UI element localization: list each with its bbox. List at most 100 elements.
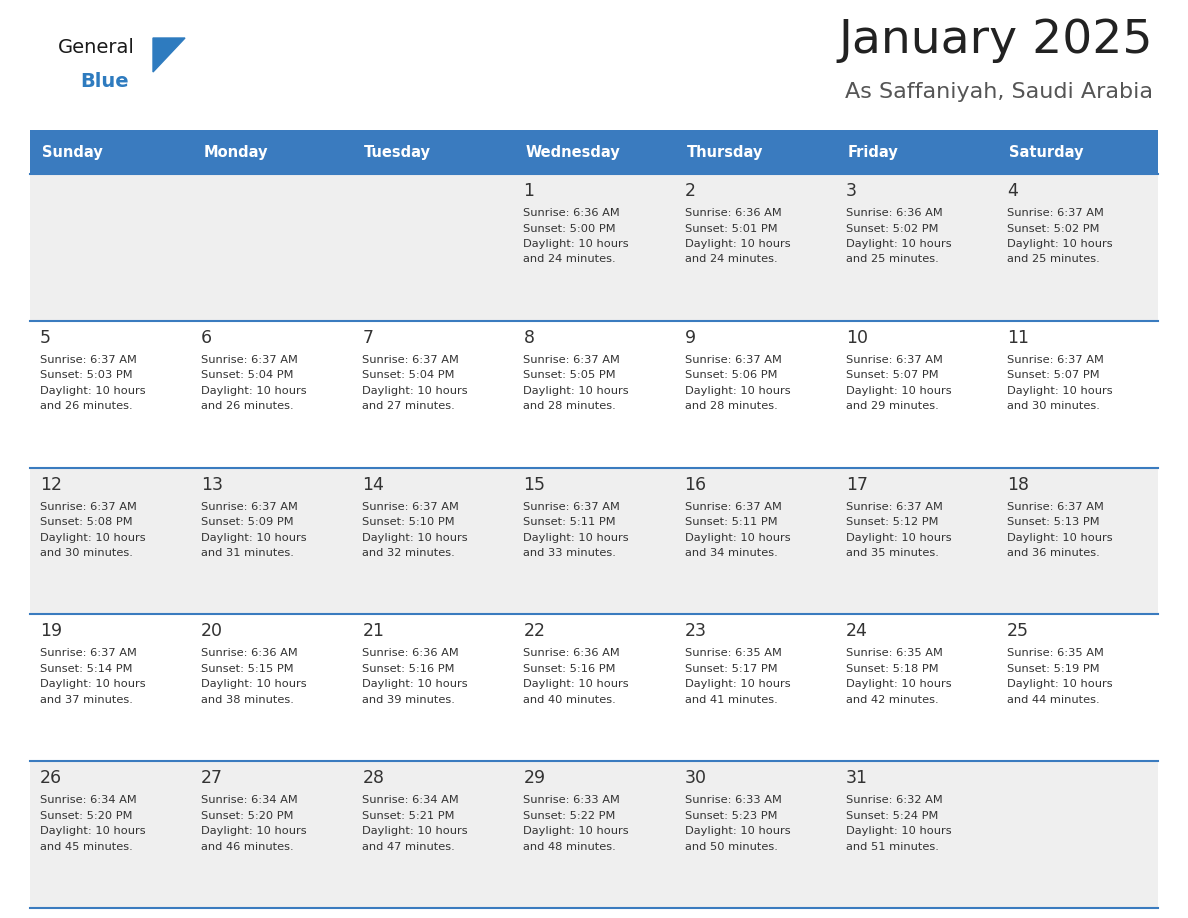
Text: Daylight: 10 hours: Daylight: 10 hours [684, 239, 790, 249]
Bar [191, 320, 353, 467]
Text: Sunrise: 6:37 AM: Sunrise: 6:37 AM [1007, 354, 1104, 364]
Text: Sunrise: 6:32 AM: Sunrise: 6:32 AM [846, 795, 942, 805]
Text: 26: 26 [40, 769, 62, 788]
Bar [675, 130, 835, 174]
Text: Sunset: 5:05 PM: Sunset: 5:05 PM [524, 370, 617, 380]
Text: Sunrise: 6:37 AM: Sunrise: 6:37 AM [362, 354, 459, 364]
Text: 13: 13 [201, 476, 223, 494]
Text: Sunset: 5:20 PM: Sunset: 5:20 PM [201, 811, 293, 821]
Text: 19: 19 [40, 622, 62, 641]
Bar [513, 320, 675, 467]
Text: Sunset: 5:03 PM: Sunset: 5:03 PM [40, 370, 133, 380]
Bar [835, 174, 997, 320]
Text: Sunset: 5:20 PM: Sunset: 5:20 PM [40, 811, 133, 821]
Text: Sunrise: 6:36 AM: Sunrise: 6:36 AM [524, 648, 620, 658]
Text: Sunrise: 6:36 AM: Sunrise: 6:36 AM [201, 648, 298, 658]
Bar [997, 614, 1158, 761]
Text: 14: 14 [362, 476, 384, 494]
Bar [353, 174, 513, 320]
Bar [513, 174, 675, 320]
Text: Daylight: 10 hours: Daylight: 10 hours [684, 826, 790, 836]
Text: Daylight: 10 hours: Daylight: 10 hours [684, 532, 790, 543]
Text: Tuesday: Tuesday [365, 144, 431, 160]
Text: and 24 minutes.: and 24 minutes. [684, 254, 777, 264]
Text: Sunrise: 6:35 AM: Sunrise: 6:35 AM [684, 648, 782, 658]
Bar [30, 320, 191, 467]
Text: 5: 5 [40, 329, 51, 347]
Polygon shape [153, 38, 185, 72]
Text: and 50 minutes.: and 50 minutes. [684, 842, 777, 852]
Text: Sunday: Sunday [42, 144, 102, 160]
Text: and 40 minutes.: and 40 minutes. [524, 695, 617, 705]
Text: Sunset: 5:15 PM: Sunset: 5:15 PM [201, 664, 293, 674]
Text: Sunrise: 6:34 AM: Sunrise: 6:34 AM [201, 795, 298, 805]
Bar [353, 320, 513, 467]
Text: Daylight: 10 hours: Daylight: 10 hours [362, 679, 468, 689]
Text: Sunrise: 6:37 AM: Sunrise: 6:37 AM [684, 354, 782, 364]
Text: Saturday: Saturday [1009, 144, 1083, 160]
Text: Blue: Blue [80, 72, 128, 91]
Bar [997, 320, 1158, 467]
Text: 4: 4 [1007, 182, 1018, 200]
Text: and 47 minutes.: and 47 minutes. [362, 842, 455, 852]
Bar [835, 130, 997, 174]
Text: Sunset: 5:21 PM: Sunset: 5:21 PM [362, 811, 455, 821]
Bar [513, 761, 675, 908]
Text: and 27 minutes.: and 27 minutes. [362, 401, 455, 411]
Bar [835, 761, 997, 908]
Text: Daylight: 10 hours: Daylight: 10 hours [201, 826, 307, 836]
Text: Sunset: 5:10 PM: Sunset: 5:10 PM [362, 517, 455, 527]
Text: Sunset: 5:22 PM: Sunset: 5:22 PM [524, 811, 615, 821]
Bar [835, 614, 997, 761]
Text: and 35 minutes.: and 35 minutes. [846, 548, 939, 558]
Text: and 26 minutes.: and 26 minutes. [201, 401, 293, 411]
Text: 21: 21 [362, 622, 384, 641]
Text: and 34 minutes.: and 34 minutes. [684, 548, 777, 558]
Bar [30, 761, 191, 908]
Bar [675, 320, 835, 467]
Bar [513, 614, 675, 761]
Bar [513, 130, 675, 174]
Text: Daylight: 10 hours: Daylight: 10 hours [846, 532, 952, 543]
Text: 17: 17 [846, 476, 867, 494]
Text: Daylight: 10 hours: Daylight: 10 hours [40, 532, 146, 543]
Text: Sunset: 5:17 PM: Sunset: 5:17 PM [684, 664, 777, 674]
Text: Daylight: 10 hours: Daylight: 10 hours [524, 679, 630, 689]
Text: Sunrise: 6:35 AM: Sunrise: 6:35 AM [846, 648, 942, 658]
Text: Sunrise: 6:37 AM: Sunrise: 6:37 AM [846, 354, 942, 364]
Bar [997, 130, 1158, 174]
Text: 29: 29 [524, 769, 545, 788]
Text: 1: 1 [524, 182, 535, 200]
Text: 30: 30 [684, 769, 707, 788]
Bar [835, 320, 997, 467]
Text: Sunset: 5:02 PM: Sunset: 5:02 PM [1007, 223, 1099, 233]
Text: and 38 minutes.: and 38 minutes. [201, 695, 293, 705]
Text: Daylight: 10 hours: Daylight: 10 hours [201, 679, 307, 689]
Bar [835, 467, 997, 614]
Bar [997, 467, 1158, 614]
Text: Daylight: 10 hours: Daylight: 10 hours [846, 826, 952, 836]
Text: 28: 28 [362, 769, 384, 788]
Bar [997, 174, 1158, 320]
Text: 18: 18 [1007, 476, 1029, 494]
Text: and 26 minutes.: and 26 minutes. [40, 401, 133, 411]
Text: Sunrise: 6:34 AM: Sunrise: 6:34 AM [362, 795, 459, 805]
Text: Sunset: 5:08 PM: Sunset: 5:08 PM [40, 517, 133, 527]
Text: Sunrise: 6:33 AM: Sunrise: 6:33 AM [524, 795, 620, 805]
Text: Thursday: Thursday [687, 144, 763, 160]
Text: Sunset: 5:24 PM: Sunset: 5:24 PM [846, 811, 939, 821]
Text: Sunset: 5:07 PM: Sunset: 5:07 PM [846, 370, 939, 380]
Text: Sunset: 5:02 PM: Sunset: 5:02 PM [846, 223, 939, 233]
Text: 16: 16 [684, 476, 707, 494]
Bar [191, 467, 353, 614]
Text: Sunset: 5:13 PM: Sunset: 5:13 PM [1007, 517, 1099, 527]
Text: Sunset: 5:23 PM: Sunset: 5:23 PM [684, 811, 777, 821]
Text: Wednesday: Wednesday [525, 144, 620, 160]
Bar [513, 467, 675, 614]
Text: Sunrise: 6:37 AM: Sunrise: 6:37 AM [40, 648, 137, 658]
Bar [191, 130, 353, 174]
Text: Daylight: 10 hours: Daylight: 10 hours [846, 239, 952, 249]
Text: Sunset: 5:04 PM: Sunset: 5:04 PM [201, 370, 293, 380]
Bar [191, 174, 353, 320]
Text: Sunrise: 6:37 AM: Sunrise: 6:37 AM [201, 354, 298, 364]
